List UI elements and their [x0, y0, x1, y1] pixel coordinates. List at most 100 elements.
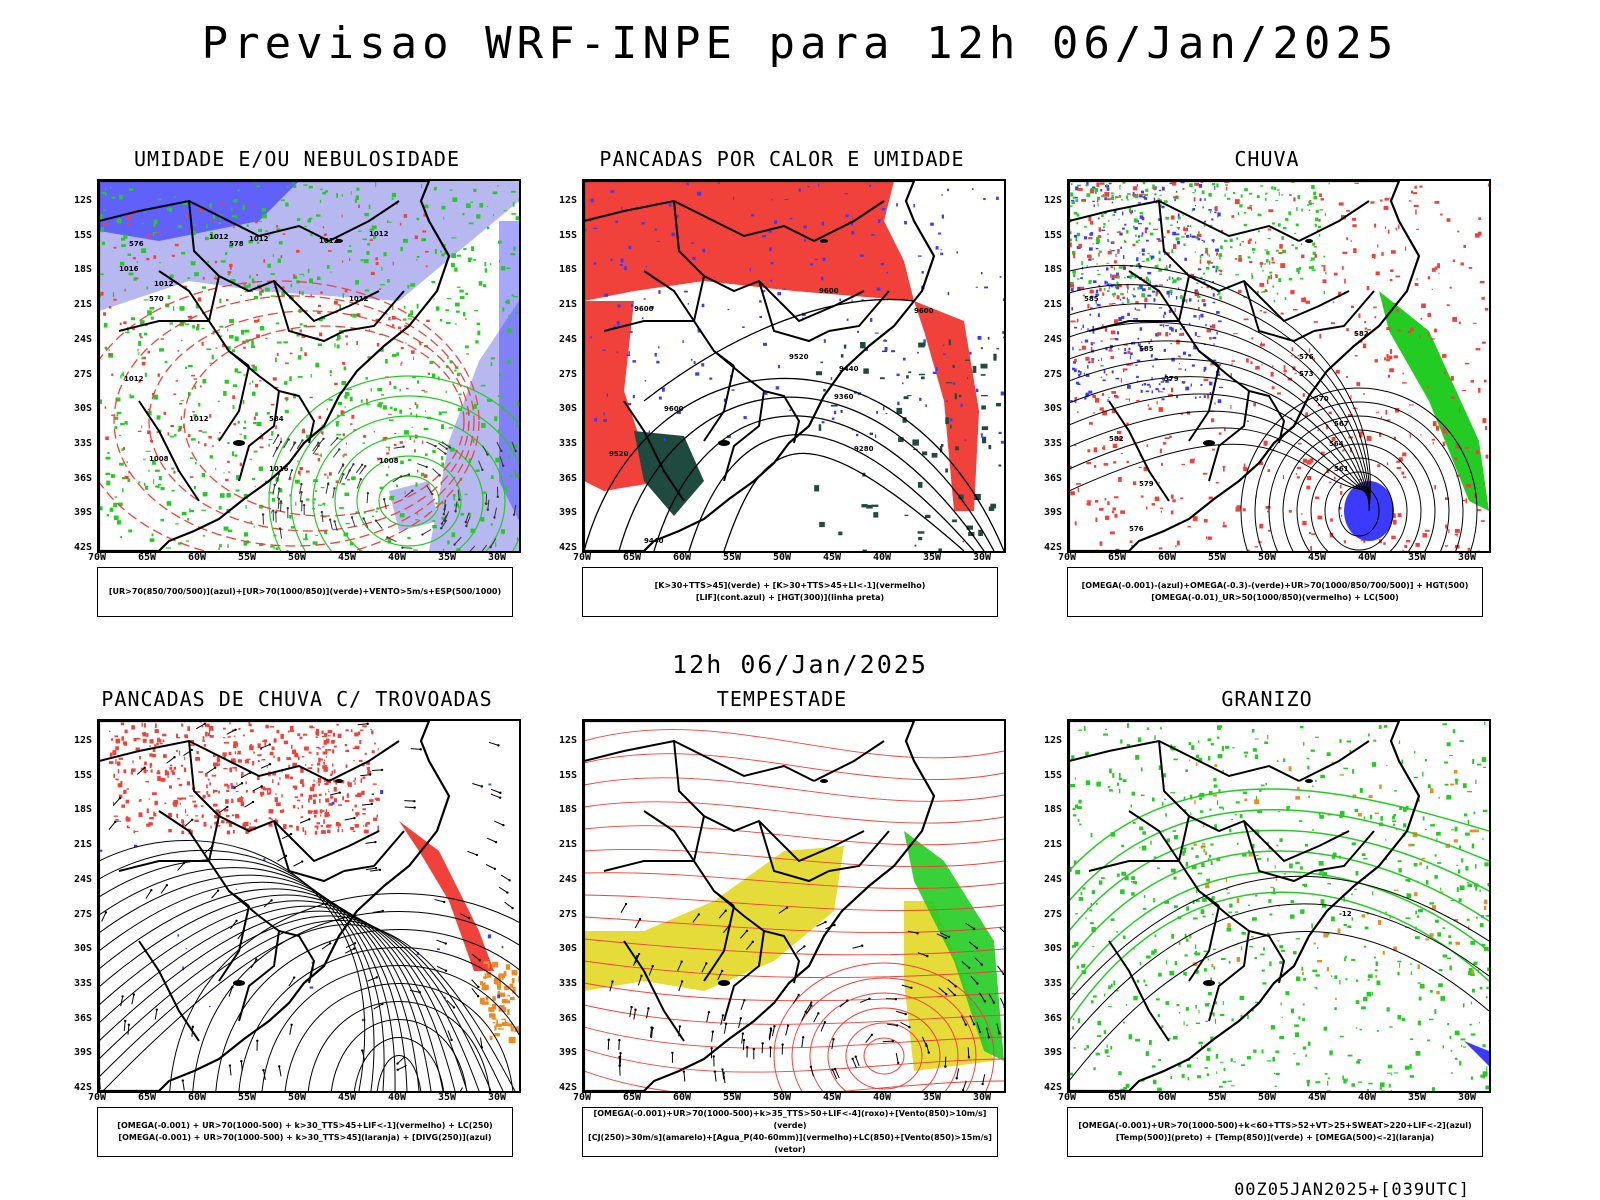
lon-tick-label: 55W	[1207, 1092, 1227, 1103]
lon-tick-label: 60W	[187, 552, 207, 563]
lat-tick-label: 27S	[1043, 908, 1062, 920]
contour-label: 1012	[124, 375, 144, 383]
lon-tick-label: 70W	[87, 552, 107, 563]
lat-tick-label: 18S	[73, 804, 92, 816]
map-plot: 1012 1012 1012 1012 1016 1012 1012 1012 1008 1016…	[97, 179, 521, 553]
contour-label: 579	[1139, 480, 1154, 488]
legend-line: [OMEGA(-0.001)+UR>70(1000-500)+k>35_TTS>…	[593, 1109, 987, 1130]
lat-tick-label: 12S	[73, 735, 92, 746]
contour-label: 1012	[189, 415, 209, 423]
lon-tick-label: 60W	[1157, 1092, 1177, 1103]
legend-line: [OMEGA(-0.001) + UR>70(1000-500) + k>30_…	[117, 1121, 493, 1130]
contour-label: 585	[1139, 345, 1154, 353]
lon-tick-label: 30W	[972, 1092, 992, 1103]
panel-title: PANCADAS DE CHUVA C/ TROVOADAS	[101, 687, 493, 711]
legend-line: [OMEGA(-0.001)-(azul)+OMEGA(-0.3)-(verde…	[1081, 581, 1469, 590]
run-info: 00Z05JAN2025+[039UTC]	[1234, 1180, 1470, 1200]
panel-title: GRANIZO	[1221, 687, 1313, 711]
map-plot	[97, 719, 521, 1093]
lon-tick-label: 70W	[1057, 1092, 1077, 1103]
lon-tick-label: 35W	[1407, 552, 1427, 563]
contour-label: 1012	[349, 295, 369, 303]
contour-label: 9600	[819, 287, 839, 295]
contour-label: 576	[1299, 353, 1314, 361]
lat-tick-label: 27S	[558, 908, 577, 920]
contour-label: 9520	[789, 353, 809, 361]
legend-line: [LIF](cont.azul) + [HGT(300)](linha pret…	[695, 593, 885, 602]
lat-tick-label: 30S	[73, 403, 92, 415]
lat-tick-label: 33S	[558, 977, 577, 989]
contour-label: 561	[1334, 465, 1349, 473]
lat-tick-label: 36S	[73, 1012, 92, 1024]
map-plot: 585 585 582 576 573 570 567 564 561 579 576 579 582	[1067, 179, 1491, 553]
lat-tick-label: 18S	[1043, 804, 1062, 816]
panel-legend: [OMEGA(-0.001) + UR>70(1000-500) + k>30_…	[97, 1107, 513, 1157]
lon-tick-label: 65W	[137, 1092, 157, 1103]
contour-label: 576	[1129, 525, 1144, 533]
contour-label: 1012	[209, 233, 229, 241]
lat-tick-label: 30S	[73, 943, 92, 955]
lon-tick-label: 35W	[922, 552, 942, 563]
lon-tick-label: 40W	[1357, 552, 1377, 563]
panel-chuva: CHUVA 585 585 582 576 573 570 567 564 561 579 576 57…	[1022, 147, 1512, 627]
lat-tick-label: 39S	[558, 1047, 577, 1059]
lat-tick-label: 39S	[558, 507, 577, 519]
lon-tick-label: 65W	[1107, 1092, 1127, 1103]
contour-label: 1012	[154, 280, 174, 288]
map-canvas	[99, 721, 519, 1091]
lon-tick-label: 30W	[487, 1092, 507, 1103]
contour-label: 1008	[149, 455, 169, 463]
lat-tick-label: 42S	[1043, 1082, 1062, 1093]
contour-label: 1012	[369, 230, 389, 238]
legend-line: [CJ(250)>30m/s](amarelo)+[Agua_P(40-60mm…	[588, 1133, 992, 1154]
lon-tick-label: 60W	[672, 552, 692, 563]
lat-tick-label: 27S	[73, 908, 92, 920]
panel-legend: [OMEGA(-0.001)+UR>70(1000-500)+k>35_TTS>…	[582, 1107, 998, 1157]
page-title: Previsao WRF-INPE para 12h 06/Jan/2025	[201, 18, 1399, 69]
lat-tick-label: 21S	[558, 299, 577, 311]
lon-tick-label: 55W	[722, 552, 742, 563]
lat-tick-label: 39S	[1043, 507, 1062, 519]
contour-label: 9520	[609, 450, 629, 458]
contour-label: 582	[1109, 435, 1124, 443]
map-canvas: -12	[1069, 721, 1489, 1091]
lon-tick-label: 70W	[1057, 552, 1077, 563]
lon-tick-label: 45W	[337, 552, 357, 563]
panel-granizo: GRANIZO -12 12S 15S 18S 21S 24S 27S 30S 33S 36S 39S…	[1022, 687, 1512, 1167]
lat-tick-label: 33S	[73, 977, 92, 989]
lat-tick-label: 30S	[1043, 403, 1062, 415]
panel-title: UMIDADE E/OU NEBULOSIDADE	[133, 147, 461, 171]
map-plot: 9600 9600 9600 9520 9440 9360 9280 9600 9520 9440	[582, 179, 1006, 553]
lon-tick-label: 65W	[1107, 552, 1127, 563]
lat-tick-label: 42S	[558, 542, 577, 553]
lat-tick-label: 15S	[1043, 769, 1062, 781]
lon-tick-label: 50W	[1257, 1092, 1277, 1103]
map-plot: -12	[1067, 719, 1491, 1093]
lat-tick-label: 15S	[1043, 229, 1062, 241]
legend-line: [K>30+TTS>45](verde) + [K>30+TTS>45+LI<-…	[654, 581, 926, 590]
lat-tick-label: 42S	[73, 542, 92, 553]
lon-tick-label: 60W	[187, 1092, 207, 1103]
lon-tick-label: 50W	[287, 552, 307, 563]
lat-tick-label: 36S	[558, 472, 577, 484]
contour-label: 9440	[839, 365, 859, 373]
legend-line: [OMEGA(-0.001)+UR>70(1000-500)+k<60+TTS>…	[1078, 1121, 1472, 1130]
lat-tick-label: 30S	[558, 403, 577, 415]
lat-tick-label: 39S	[1043, 1047, 1062, 1059]
lat-tick-label: 12S	[558, 735, 577, 746]
lon-tick-label: 70W	[572, 552, 592, 563]
lat-tick-label: 18S	[1043, 264, 1062, 276]
lon-tick-label: 60W	[672, 1092, 692, 1103]
lon-tick-label: 40W	[387, 1092, 407, 1103]
contour-label: 579	[1164, 375, 1179, 383]
lat-tick-label: 18S	[73, 264, 92, 276]
lat-tick-label: 30S	[558, 943, 577, 955]
lat-tick-label: 15S	[73, 769, 92, 781]
lon-tick-label: 35W	[922, 1092, 942, 1103]
contour-label: 570	[1314, 395, 1329, 403]
lat-tick-label: 33S	[73, 437, 92, 449]
lat-tick-label: 15S	[558, 229, 577, 241]
legend-line: [OMEGA(-0.01)_UR>50(1000/850)(vermelho) …	[1151, 593, 1399, 602]
legend-line: [OMEGA(-0.001) + UR>70(1000-500) + k>30_…	[118, 1133, 492, 1142]
